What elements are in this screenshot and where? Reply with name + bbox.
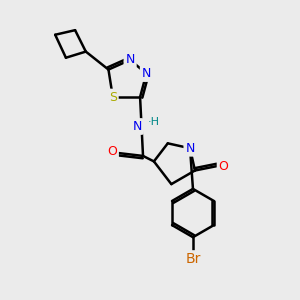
Text: N: N [142,67,151,80]
Text: O: O [107,145,117,158]
Text: O: O [219,160,228,172]
Text: Br: Br [185,252,201,266]
Text: S: S [109,91,117,103]
Text: N: N [185,142,195,155]
Text: N: N [132,120,142,133]
Text: ·H: ·H [147,117,159,127]
Text: N: N [125,53,135,66]
